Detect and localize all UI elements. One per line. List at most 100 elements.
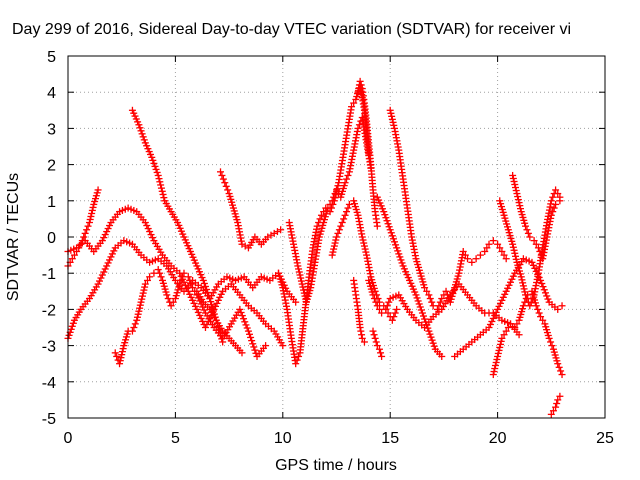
data-point	[247, 333, 255, 341]
data-point	[101, 231, 109, 239]
data-point	[65, 331, 73, 339]
data-point	[184, 287, 192, 295]
data-point	[341, 211, 349, 219]
data-point	[412, 291, 420, 299]
data-point	[554, 396, 562, 404]
data-point	[326, 208, 334, 216]
data-point	[427, 333, 435, 341]
data-point	[418, 309, 426, 317]
data-point	[216, 293, 224, 301]
data-point	[362, 248, 370, 256]
data-point	[116, 357, 124, 365]
data-point	[387, 109, 395, 117]
data-point	[119, 345, 127, 353]
data-point	[388, 112, 396, 120]
data-point	[489, 371, 497, 379]
data-point	[552, 186, 560, 194]
y-axis-ticks: -5 -4 -3 -2 -1 0 1 2 3 4 5	[42, 49, 605, 428]
data-point	[135, 307, 143, 315]
data-point	[390, 121, 398, 129]
data-point	[189, 284, 197, 292]
data-point	[492, 308, 500, 316]
data-point	[425, 291, 433, 299]
y-tick-label: -4	[42, 375, 56, 392]
data-point	[205, 292, 213, 300]
data-point	[370, 295, 378, 303]
data-point	[104, 259, 112, 267]
data-point	[203, 285, 211, 293]
data-point	[87, 212, 95, 220]
data-point	[217, 168, 225, 176]
data-point	[277, 226, 285, 234]
data-point	[107, 253, 115, 261]
data-point	[317, 211, 325, 219]
data-point	[502, 327, 510, 335]
data-point	[387, 229, 395, 237]
data-point	[356, 77, 364, 85]
data-point	[389, 235, 397, 243]
data-point	[106, 222, 114, 230]
data-point	[163, 291, 171, 299]
data-point	[550, 204, 558, 212]
y-tick-label: -3	[42, 339, 56, 356]
data-point	[423, 287, 431, 295]
data-point	[279, 342, 287, 350]
data-point	[248, 337, 256, 345]
data-point	[149, 156, 157, 164]
data-point	[88, 209, 96, 217]
data-point	[385, 298, 393, 306]
data-point	[295, 352, 303, 360]
data-point	[217, 290, 225, 298]
data-point	[539, 283, 547, 291]
data-point	[383, 302, 391, 310]
x-axis-label: GPS time / hours	[275, 457, 397, 474]
data-point	[344, 204, 352, 212]
data-point	[502, 287, 510, 295]
data-point	[190, 299, 198, 307]
data-point	[504, 324, 512, 331]
data-point	[497, 337, 505, 345]
data-point	[522, 291, 530, 299]
data-point	[524, 229, 532, 237]
data-point	[388, 232, 396, 240]
data-point	[416, 303, 424, 311]
y-tick-label: 2	[47, 158, 56, 175]
data-point	[360, 338, 368, 346]
data-point	[515, 331, 523, 339]
data-point	[509, 174, 517, 182]
data-point	[556, 392, 564, 400]
data-point	[343, 175, 351, 183]
data-point	[493, 355, 501, 363]
data-point	[133, 313, 141, 321]
data-point	[85, 219, 93, 227]
data-point	[186, 290, 194, 298]
data-point	[68, 255, 76, 263]
data-point	[187, 280, 195, 288]
data-point	[505, 281, 513, 289]
data-point	[103, 228, 111, 236]
data-point	[295, 265, 303, 273]
data-point	[249, 340, 257, 348]
data-point	[558, 302, 566, 310]
data-point	[236, 305, 244, 313]
data-point	[554, 190, 562, 198]
data-point	[506, 320, 514, 328]
data-point	[146, 228, 154, 236]
data-point	[548, 342, 556, 350]
y-tick-label: -5	[42, 411, 56, 428]
data-point	[373, 302, 381, 310]
data-point	[419, 312, 427, 320]
data-point	[511, 181, 519, 189]
data-point	[529, 261, 537, 269]
data-point	[130, 324, 138, 331]
x-tick-label: 15	[381, 430, 399, 447]
data-point	[461, 251, 469, 259]
data-point	[531, 264, 539, 272]
data-point	[356, 324, 364, 331]
data-point	[430, 342, 438, 350]
data-point	[511, 324, 519, 331]
data-point	[488, 317, 496, 325]
data-point	[501, 290, 509, 298]
data-point	[421, 284, 429, 292]
data-point	[331, 239, 339, 247]
